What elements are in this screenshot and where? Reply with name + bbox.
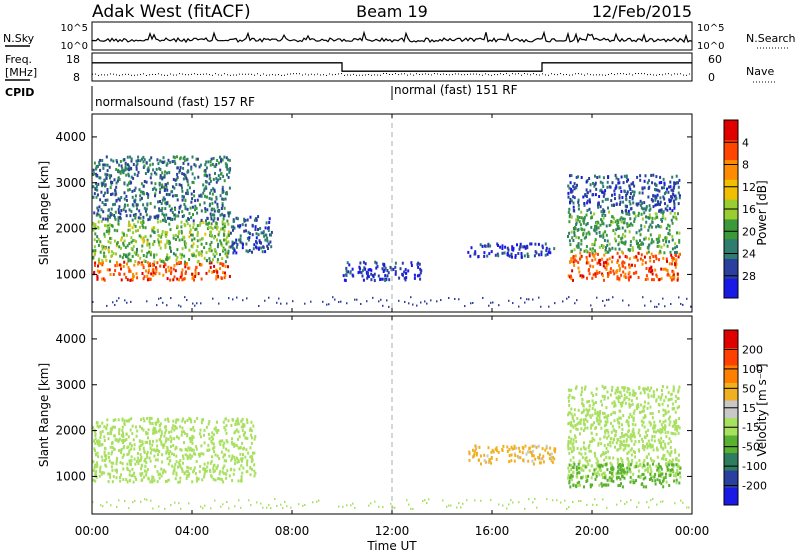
colorbar-tick-label: 20 <box>742 225 756 238</box>
mode-label-2: normal (fast) 151 RF <box>394 83 518 97</box>
freq-tick-bottom: 8 <box>73 71 80 84</box>
nave-label: Nave <box>746 65 774 78</box>
colorbar-tick-label: 16 <box>742 203 756 216</box>
time-tick-label: 00:00 <box>675 524 710 538</box>
colorbar-tick-label: 24 <box>742 248 756 261</box>
freq-unit-label: [MHz] <box>5 66 37 79</box>
range-tick-label: 1000 <box>55 469 86 483</box>
range-tick-label: 3000 <box>55 176 86 190</box>
velocity-scatter <box>92 384 690 510</box>
station-title: Adak West (fitACF) <box>92 2 251 22</box>
nave-tick-bottom: 0 <box>708 71 715 84</box>
colorbar-tick-label: -15 <box>742 421 760 434</box>
colorbar-tick-label: -200 <box>742 480 767 493</box>
power-yticks: 1000 2000 3000 4000 <box>55 130 692 281</box>
range-tick-label: 4000 <box>55 130 86 144</box>
velocity-yaxis-label: Slant Range [km] <box>37 363 51 467</box>
velocity-colorbar: 200 100 50 15 -15 -50 -100 -200 <box>723 329 767 506</box>
freq-label: Freq. <box>5 53 32 66</box>
velocity-panel: Slant Range [km] 1000 2000 3000 4000 <box>37 315 693 515</box>
power-scatter <box>92 155 692 308</box>
range-tick-label: 3000 <box>55 378 86 392</box>
nave-tick-top: 60 <box>708 53 722 66</box>
colorbar-tick-label: 4 <box>742 136 749 149</box>
freq-panel: Freq. [MHz] 18 8 60 0 Nave <box>5 52 776 84</box>
colorbar-tick-label: 50 <box>742 382 756 395</box>
nsearch-label: N.Search <box>746 32 796 45</box>
mode-label-1: normalsound (fast) 157 RF <box>95 95 255 109</box>
nsearch-tick-top: 10^5 <box>697 23 724 34</box>
nsky-tick-bottom: 10^0 <box>61 41 88 52</box>
nsky-panel: N.Sky 10^5 10^0 10^5 10^0 N.Search <box>3 21 796 52</box>
colorbar-tick-label: 12 <box>742 181 756 194</box>
range-tick-label: 4000 <box>55 332 86 346</box>
time-tick-label: 20:00 <box>575 524 610 538</box>
velocity-yticks: 1000 2000 3000 4000 <box>55 332 692 483</box>
freq-tick-top: 18 <box>66 53 80 66</box>
time-tick-label: 12:00 <box>375 524 410 538</box>
colorbar-tick-label: -100 <box>742 460 767 473</box>
power-colorbar: 4 8 12 16 20 24 28 <box>723 119 756 299</box>
range-tick-label: 2000 <box>55 222 86 236</box>
nsky-trace <box>91 30 693 44</box>
power-colorbar-label: Power [dB] <box>755 180 769 245</box>
time-axis-label: Time UT <box>366 539 417 553</box>
cpid-row: CPID normalsound (fast) 157 RF normal (f… <box>5 83 518 111</box>
range-tick-label: 2000 <box>55 424 86 438</box>
range-tick-label: 1000 <box>55 267 86 281</box>
power-yaxis-label: Slant Range [km] <box>37 161 51 265</box>
time-tick-label: 00:00 <box>75 524 110 538</box>
velocity-colorbar-label: Velocity [m s⁻¹] <box>755 363 769 456</box>
beam-title: Beam 19 <box>356 2 428 21</box>
nsky-label: N.Sky <box>3 32 35 45</box>
time-tick-label: 04:00 <box>175 524 210 538</box>
colorbar-tick-label: 200 <box>742 343 763 356</box>
freq-trace <box>92 62 692 76</box>
colorbar-tick-label: -50 <box>742 441 760 454</box>
time-tick-label: 16:00 <box>475 524 510 538</box>
colorbar-tick-label: 28 <box>742 270 756 283</box>
date-title: 12/Feb/2015 <box>592 2 692 21</box>
time-tick-label: 08:00 <box>275 524 310 538</box>
colorbar-tick-label: 100 <box>742 363 763 376</box>
colorbar-tick-label: 15 <box>742 402 756 415</box>
time-axis: 00:00 04:00 08:00 12:00 16:00 20:00 00:00 <box>75 114 710 538</box>
power-panel: Slant Range [km] 1000 2000 3000 4000 <box>37 113 693 313</box>
cpid-label: CPID <box>5 86 34 99</box>
nsky-tick-top: 10^5 <box>61 23 88 34</box>
nsearch-tick-bottom: 10^0 <box>697 41 724 52</box>
colorbar-tick-label: 8 <box>742 159 749 172</box>
